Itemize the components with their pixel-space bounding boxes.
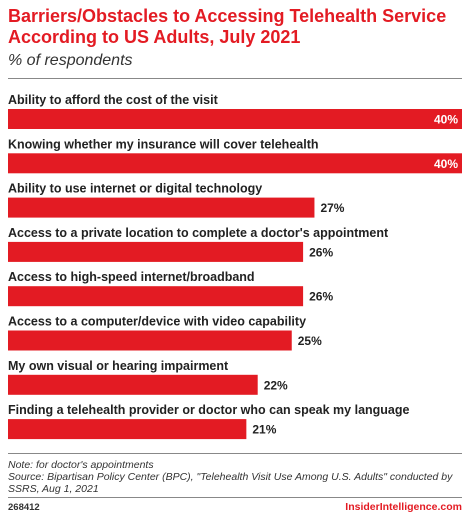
category-label: Access to a computer/device with video c…	[8, 315, 306, 329]
bar	[8, 330, 292, 351]
bar	[8, 286, 304, 307]
bar	[8, 374, 258, 395]
footnote: Note: for doctor's appointments Source: …	[8, 459, 460, 495]
category-label: My own visual or hearing impairment	[8, 359, 229, 373]
value-label: 26%	[309, 245, 333, 259]
bar	[8, 241, 304, 262]
value-label: 25%	[298, 334, 322, 348]
chart-id: 268412	[8, 502, 40, 513]
chart-subtitle: % of respondents	[8, 52, 133, 69]
footnote-divider	[8, 453, 462, 454]
value-label: 40%	[434, 113, 458, 127]
bar	[8, 153, 462, 174]
category-label: Knowing whether my insurance will cover …	[8, 137, 319, 151]
brand-link[interactable]: InsiderIntelligence.com	[345, 501, 462, 513]
source-text: Source: Bipartisan Policy Center (BPC), …	[8, 471, 453, 495]
footer-divider	[8, 497, 462, 498]
bar-chart: Ability to afford the cost of the visit 4…	[8, 93, 462, 440]
category-label: Ability to afford the cost of the visit	[8, 93, 219, 107]
value-label: 26%	[309, 290, 333, 304]
category-label: Access to high-speed internet/broadband	[8, 270, 255, 284]
bar	[8, 109, 462, 129]
category-label: Ability to use internet or digital techn…	[8, 182, 262, 196]
category-label: Finding a telehealth provider or doctor …	[8, 403, 410, 417]
value-label: 21%	[252, 423, 276, 437]
value-label: 22%	[264, 378, 288, 392]
top-divider	[8, 78, 462, 79]
category-label: Access to a private location to complete…	[8, 226, 389, 240]
bar	[8, 419, 247, 440]
value-label: 27%	[320, 201, 344, 215]
note-text: Note: for doctor's appointments	[8, 459, 154, 471]
chart-title: Barriers/Obstacles to Accessing Teleheal…	[8, 6, 447, 47]
value-label: 40%	[434, 157, 458, 171]
bar	[8, 197, 315, 218]
